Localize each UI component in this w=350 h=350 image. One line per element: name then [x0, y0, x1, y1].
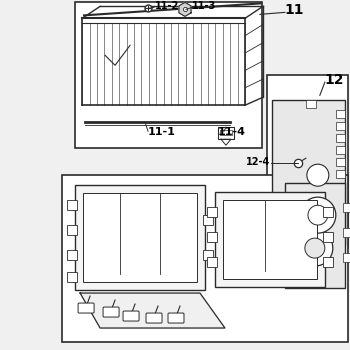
Bar — [67, 250, 77, 260]
Bar — [207, 207, 217, 217]
Circle shape — [308, 205, 328, 225]
FancyBboxPatch shape — [123, 311, 139, 321]
Text: 11-4: 11-4 — [218, 127, 246, 137]
Bar — [336, 146, 345, 154]
Bar — [207, 257, 217, 267]
Bar — [336, 158, 345, 166]
Bar — [75, 185, 205, 290]
Text: 12-4: 12-4 — [246, 157, 270, 167]
Bar — [62, 175, 348, 342]
FancyBboxPatch shape — [146, 313, 162, 323]
Bar — [203, 250, 213, 260]
Bar — [220, 130, 232, 135]
Bar — [67, 200, 77, 210]
Bar — [343, 228, 350, 237]
Text: 11-2: 11-2 — [155, 1, 179, 11]
Text: 11: 11 — [285, 4, 304, 18]
Bar — [285, 183, 345, 288]
Bar — [295, 203, 315, 221]
Bar — [343, 253, 350, 262]
Bar — [203, 215, 213, 225]
Circle shape — [307, 164, 329, 186]
Text: 11-1: 11-1 — [148, 127, 176, 137]
Bar — [67, 272, 77, 282]
Circle shape — [300, 197, 336, 233]
FancyBboxPatch shape — [78, 303, 94, 313]
Polygon shape — [179, 2, 191, 16]
Bar — [223, 200, 317, 279]
Circle shape — [305, 238, 325, 258]
Circle shape — [297, 230, 333, 266]
Bar — [323, 232, 333, 242]
Bar — [323, 207, 333, 217]
Bar — [75, 2, 262, 148]
Bar — [67, 225, 77, 235]
Bar — [336, 122, 345, 130]
FancyBboxPatch shape — [103, 307, 119, 317]
Bar — [336, 110, 345, 118]
Bar — [336, 170, 345, 178]
Bar — [336, 134, 345, 142]
FancyBboxPatch shape — [168, 313, 184, 323]
Bar — [83, 193, 197, 282]
Text: 11-3: 11-3 — [192, 1, 216, 11]
Bar — [218, 127, 234, 139]
Bar — [267, 75, 348, 248]
Bar — [323, 257, 333, 267]
Bar — [272, 100, 345, 245]
Bar — [306, 100, 316, 108]
Bar — [343, 203, 350, 212]
Bar — [215, 192, 325, 287]
Text: 12: 12 — [325, 73, 344, 87]
Polygon shape — [80, 293, 225, 328]
Bar — [207, 232, 217, 242]
